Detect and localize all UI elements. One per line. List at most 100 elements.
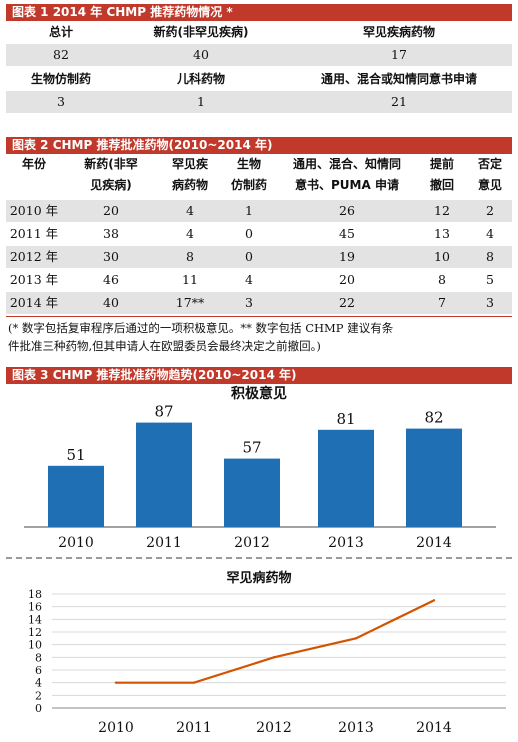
table2-header-line: 新药(非罕 [84, 157, 138, 171]
table2-cell: 4 [186, 226, 194, 241]
table2-cell: 40 [103, 295, 119, 310]
table1-header-cell: 生物仿制药 [30, 72, 91, 86]
table2-cell: 11 [182, 272, 198, 287]
bar-x-tick-label: 2010 [58, 535, 94, 551]
bar [224, 458, 280, 527]
table2-cell: 1 [245, 203, 253, 218]
table2-header-line: 见疾病) [90, 178, 132, 192]
table2-cell: 20 [339, 272, 355, 287]
table2-cell: 2012 年 [9, 249, 59, 264]
table2-header-line: 提前 [429, 157, 454, 171]
table2-note-line: 件批准三种药物,但其申请人在欧盟委员会最终决定之前撤回。) [8, 339, 321, 353]
line-x-tick-label: 2013 [338, 720, 374, 736]
table2-cell: 13 [434, 226, 450, 241]
line-y-tick-label: 4 [35, 677, 42, 690]
line-x-tick-label: 2011 [176, 720, 212, 736]
bar-x-tick-label: 2013 [328, 535, 364, 551]
table2-cell: 45 [339, 226, 355, 241]
bar [48, 465, 104, 527]
line-point [114, 681, 118, 684]
bar-data-label: 81 [336, 410, 355, 428]
line-point [354, 637, 358, 640]
table2-header-cell: 年份 [6, 154, 62, 175]
table2-header-line: 通用、混合、知情同 [292, 157, 401, 171]
table2-cell: 2010 年 [9, 203, 59, 218]
line-y-tick-label: 10 [28, 639, 42, 652]
line-y-tick-label: 0 [35, 702, 42, 715]
table2-row: 2012 年 30 8 0 19 10 8 [6, 246, 512, 268]
line-y-tick-label: 14 [28, 613, 42, 626]
table2-cell: 12 [434, 203, 450, 218]
table2: 年份 新药(非罕见疾病) 罕见疾 病药物 生物 仿制药 通用、混合、知情同 意书、PUMA 申… [6, 154, 512, 318]
figure3-title: 图表 3 CHMP 推荐批准药物趋势(2010~2014 年) [6, 367, 512, 384]
line-y-tick-label: 6 [35, 664, 42, 677]
table2-cell: 4 [486, 226, 494, 241]
table2-cell: 5 [486, 272, 494, 287]
table2-header-line: 撤回 [429, 178, 454, 192]
bar-x-tick-label: 2014 [416, 535, 452, 551]
table2-cell: 22 [339, 295, 355, 310]
table2-cell: 2 [486, 203, 494, 218]
table2-header-line: 仿制药 [230, 178, 267, 192]
bar-data-label: 57 [242, 439, 261, 457]
table2-cell: 4 [245, 272, 253, 287]
table1-value-row-1: 82 40 17 [6, 44, 512, 66]
table2-cell: 3 [245, 295, 253, 310]
table1-value-cell: 82 [53, 47, 69, 62]
line-y-tick-label: 16 [28, 601, 42, 614]
bar-chart: 积极意见 51 2010 87 2011 57 2012 81 2013 82 2014 [24, 385, 496, 551]
bar-x-tick-label: 2012 [234, 535, 270, 551]
table2-row: 2011 年 38 4 0 45 13 4 [6, 223, 512, 245]
bar-data-label: 82 [424, 409, 443, 427]
bar-x-tick-label: 2011 [146, 535, 182, 551]
table2-cell: 19 [339, 249, 355, 264]
table2-cell: 7 [438, 295, 446, 310]
table1-header-cell: 罕见疾病药物 [362, 25, 435, 39]
table1-value-row-2: 3 1 21 [6, 91, 512, 113]
table1-header-cell: 总计 [48, 25, 73, 39]
line-chart-title: 罕见病药物 [226, 570, 291, 586]
bar [318, 429, 374, 527]
table2-cell: 3 [486, 295, 494, 310]
table1-header-row-2: 生物仿制药 儿科药物 通用、混合或知情同意书申请 [6, 68, 512, 90]
table2-row: 2014 年 40 17** 3 22 7 3 [6, 292, 512, 314]
table2-cell: 2011 年 [9, 226, 59, 241]
table1-value-cell: 3 [57, 94, 65, 109]
table2-header-line: 病药物 [171, 178, 208, 192]
bar [136, 422, 192, 527]
table2-cell: 0 [245, 249, 253, 264]
table2-cell: 8 [186, 249, 194, 264]
table1-header-cell: 儿科药物 [176, 72, 225, 86]
table2-header-line: 年份 [21, 157, 46, 171]
table2-header-line: 意书、PUMA 申请 [295, 178, 399, 192]
table2-cell: 2013 年 [9, 272, 59, 287]
line-point [272, 656, 276, 659]
table2-cell: 8 [486, 249, 494, 264]
table2-header-cell: 罕见疾 病药物 [160, 154, 220, 196]
section-divider [6, 557, 512, 559]
table2-header-cell: 提前 撤回 [416, 154, 468, 196]
table1-value-cell: 21 [391, 94, 407, 109]
table2-header-cell: 生物 仿制药 [220, 154, 278, 196]
table2-cell: 26 [339, 203, 355, 218]
table1-header-cell: 通用、混合或知情同意书申请 [320, 72, 477, 86]
line-y-tick-label: 12 [28, 626, 42, 639]
bar-data-label: 51 [66, 446, 85, 464]
bar-chart-title: 积极意见 [231, 385, 287, 402]
table2-cell: 17** [175, 295, 205, 310]
table2-cell: 0 [245, 226, 253, 241]
table1-value-cell: 1 [197, 94, 205, 109]
table2-header-cell: 否定 意见 [468, 154, 512, 196]
line-point [432, 599, 436, 602]
line-y-tick-label: 2 [35, 689, 42, 702]
table2-title: 图表 2 CHMP 推荐批准药物(2010~2014 年) [6, 137, 512, 154]
table2-note: (* 数字包括复审程序后通过的一项积极意见。** 数字包括 CHMP 建议有条 … [8, 319, 512, 355]
table2-cell: 4 [186, 203, 194, 218]
table2-cell: 10 [434, 249, 450, 264]
bar-data-label: 87 [154, 403, 173, 421]
table1-title: 图表 1 2014 年 CHMP 推荐药物情况 * [6, 4, 512, 21]
table2-cell: 8 [438, 272, 446, 287]
bar [406, 428, 462, 527]
table1-value-cell: 17 [391, 47, 407, 62]
